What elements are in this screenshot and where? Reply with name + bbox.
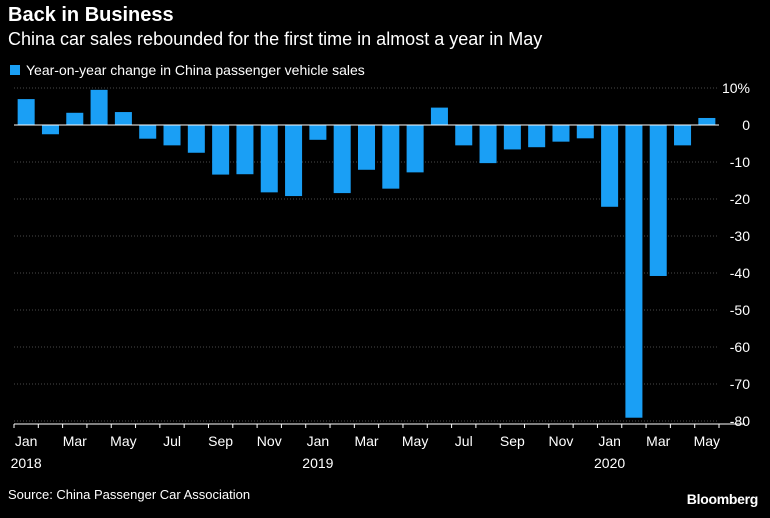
y-tick-label: -70	[730, 376, 750, 392]
bar	[674, 125, 692, 146]
x-year-label: 2018	[11, 455, 42, 471]
y-tick-label: -80	[730, 413, 750, 429]
x-tick-label: Jan	[307, 433, 330, 449]
bar	[576, 125, 594, 139]
x-tick-label: Jul	[455, 433, 473, 449]
bar	[552, 125, 570, 142]
bar	[90, 89, 108, 126]
x-tick-label: Jan	[598, 433, 621, 449]
bar	[285, 125, 303, 197]
y-tick-label: -50	[730, 302, 750, 318]
x-tick-label: Nov	[549, 433, 574, 449]
bar	[139, 125, 157, 139]
bar	[66, 112, 84, 126]
x-tick-label: Jul	[163, 433, 181, 449]
bloomberg-logo: Bloomberg	[686, 491, 759, 507]
bar	[698, 117, 716, 126]
x-tick-label: Sep	[208, 433, 233, 449]
bar	[187, 125, 205, 153]
y-tick-label: -10	[730, 154, 750, 170]
bar	[357, 125, 376, 170]
legend-label: Year-on-year change in China passenger v…	[26, 62, 365, 78]
bar	[455, 125, 473, 146]
bar	[114, 112, 132, 126]
y-axis: 10% 0 -10 -20 -30 -40 -50 -60 -70 -80	[722, 80, 750, 429]
chart-title: Back in Business	[8, 4, 174, 26]
bar	[406, 125, 424, 173]
x-tick-label: May	[110, 433, 136, 449]
legend: Year-on-year change in China passenger v…	[10, 62, 365, 78]
bar	[503, 125, 521, 150]
bar	[479, 125, 497, 164]
x-tick-label: Mar	[646, 433, 670, 449]
y-tick-label: -20	[730, 191, 750, 207]
bar	[236, 125, 254, 175]
bar	[649, 125, 667, 276]
y-tick-label: -40	[730, 265, 750, 281]
bar	[382, 125, 400, 189]
bar	[601, 125, 619, 207]
bar	[212, 125, 230, 175]
x-year-label: 2019	[302, 455, 333, 471]
bar	[260, 125, 278, 193]
x-year-label: 2020	[594, 455, 625, 471]
bar	[528, 125, 546, 148]
y-tick-label: 10%	[722, 80, 750, 96]
source-note: Source: China Passenger Car Association	[8, 487, 251, 502]
legend-swatch	[10, 65, 20, 75]
x-tick-label: Mar	[63, 433, 87, 449]
grid-lines	[14, 87, 719, 422]
bars	[17, 89, 716, 418]
x-tick-label: May	[694, 433, 720, 449]
y-tick-label: -30	[730, 228, 750, 244]
bar	[41, 125, 59, 135]
bar	[309, 125, 327, 140]
bar	[163, 125, 181, 146]
x-tick-label: May	[402, 433, 428, 449]
bar	[17, 99, 35, 126]
bar	[430, 107, 448, 126]
y-tick-label: -60	[730, 339, 750, 355]
x-axis: Jan 2018 Mar May Jul Sep Nov Jan 2019 Mar May Jul Se…	[11, 423, 745, 471]
bar	[625, 125, 643, 418]
x-tick-label: Jan	[15, 433, 38, 449]
y-tick-label: 0	[742, 117, 750, 133]
x-tick-label: Nov	[257, 433, 282, 449]
bar	[333, 125, 351, 194]
x-tick-label: Mar	[354, 433, 378, 449]
x-tick-label: Sep	[500, 433, 525, 449]
chart-subtitle: China car sales rebounded for the first …	[8, 29, 543, 49]
